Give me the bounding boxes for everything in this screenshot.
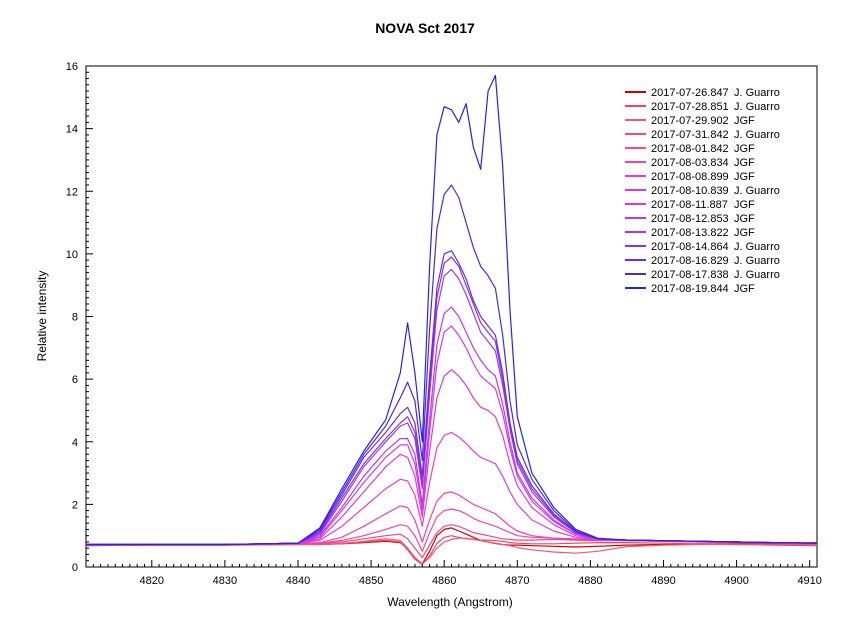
y-tick-label: 4 [72,437,78,449]
legend-date: 2017-08-17.838 [651,269,729,281]
series-line-15 [86,74,817,546]
legend-date: 2017-07-31.842 [651,129,729,141]
legend-observer: J. Guarro [734,87,780,99]
y-tick-label: 10 [66,249,78,261]
y-axis-label: Relative intensity [35,271,49,362]
y-tick-label: 14 [66,124,78,136]
legend-date: 2017-08-14.864 [651,241,729,253]
legend-date: 2017-08-19.844 [651,283,729,295]
legend-date: 2017-08-12.853 [651,213,729,225]
legend-date: 2017-07-26.847 [651,87,729,99]
x-tick-label: 4900 [724,575,748,587]
legend-observer: J. Guarro [734,101,780,113]
x-tick-label: 4860 [432,575,456,587]
x-tick-label: 4850 [359,575,383,587]
legend-observer: J. Guarro [734,269,780,281]
y-tick-label: 6 [72,374,78,386]
y-tick-label: 2 [72,499,78,511]
legend-observer: JGF [734,143,755,155]
legend-observer: JGF [734,171,755,183]
legend-observer: JGF [734,283,755,295]
legend-date: 2017-07-28.851 [651,101,729,113]
legend-date: 2017-08-03.834 [651,157,729,169]
x-tick-label: 4880 [578,575,602,587]
legend-observer: JGF [734,213,755,225]
x-tick-label: 4910 [797,575,821,587]
legend-observer: J. Guarro [734,241,780,253]
legend-observer: JGF [734,157,755,169]
series-line-3 [86,537,817,565]
y-tick-label: 8 [72,312,78,324]
legend-date: 2017-08-13.822 [651,227,729,239]
x-axis-label: Wavelength (Angstrom) [387,595,513,609]
legend-observer: J. Guarro [734,129,780,141]
legend-date: 2017-08-11.887 [651,199,728,211]
series-line-6 [86,491,817,546]
chart-title: NOVA Sct 2017 [375,20,475,36]
legend-date: 2017-08-01.842 [651,143,729,155]
legend-date: 2017-08-10.839 [651,185,729,197]
x-tick-label: 4830 [213,575,237,587]
series-layer [86,74,817,566]
legend-date: 2017-07-29.902 [651,115,729,127]
legend-observer: J. Guarro [734,185,780,197]
legend-observer: JGF [734,227,755,239]
y-tick-label: 12 [66,186,78,198]
plot-area [85,65,818,568]
legend-date: 2017-08-16.829 [651,255,729,267]
x-tick-label: 4890 [651,575,675,587]
y-axis: 0 2 4 6 8 10 12 14 16 [66,61,93,574]
legend-observer: JGF [734,115,755,127]
x-tick-label: 4820 [140,575,164,587]
legend: 2017-07-26.847 J. Guarro 2017-07-28.851 J. … [625,87,780,295]
y-tick-label: 0 [72,562,78,574]
legend-date: 2017-08-08.899 [651,171,729,183]
x-tick-label: 4840 [286,575,310,587]
x-axis: 4820 4830 4840 4850 4860 4870 4880 4890 4900 4910 [85,560,822,587]
x-tick-label: 4870 [505,575,529,587]
legend-observer: JGF [734,199,755,211]
legend-observer: J. Guarro [734,255,780,267]
y-tick-label: 16 [66,61,78,73]
